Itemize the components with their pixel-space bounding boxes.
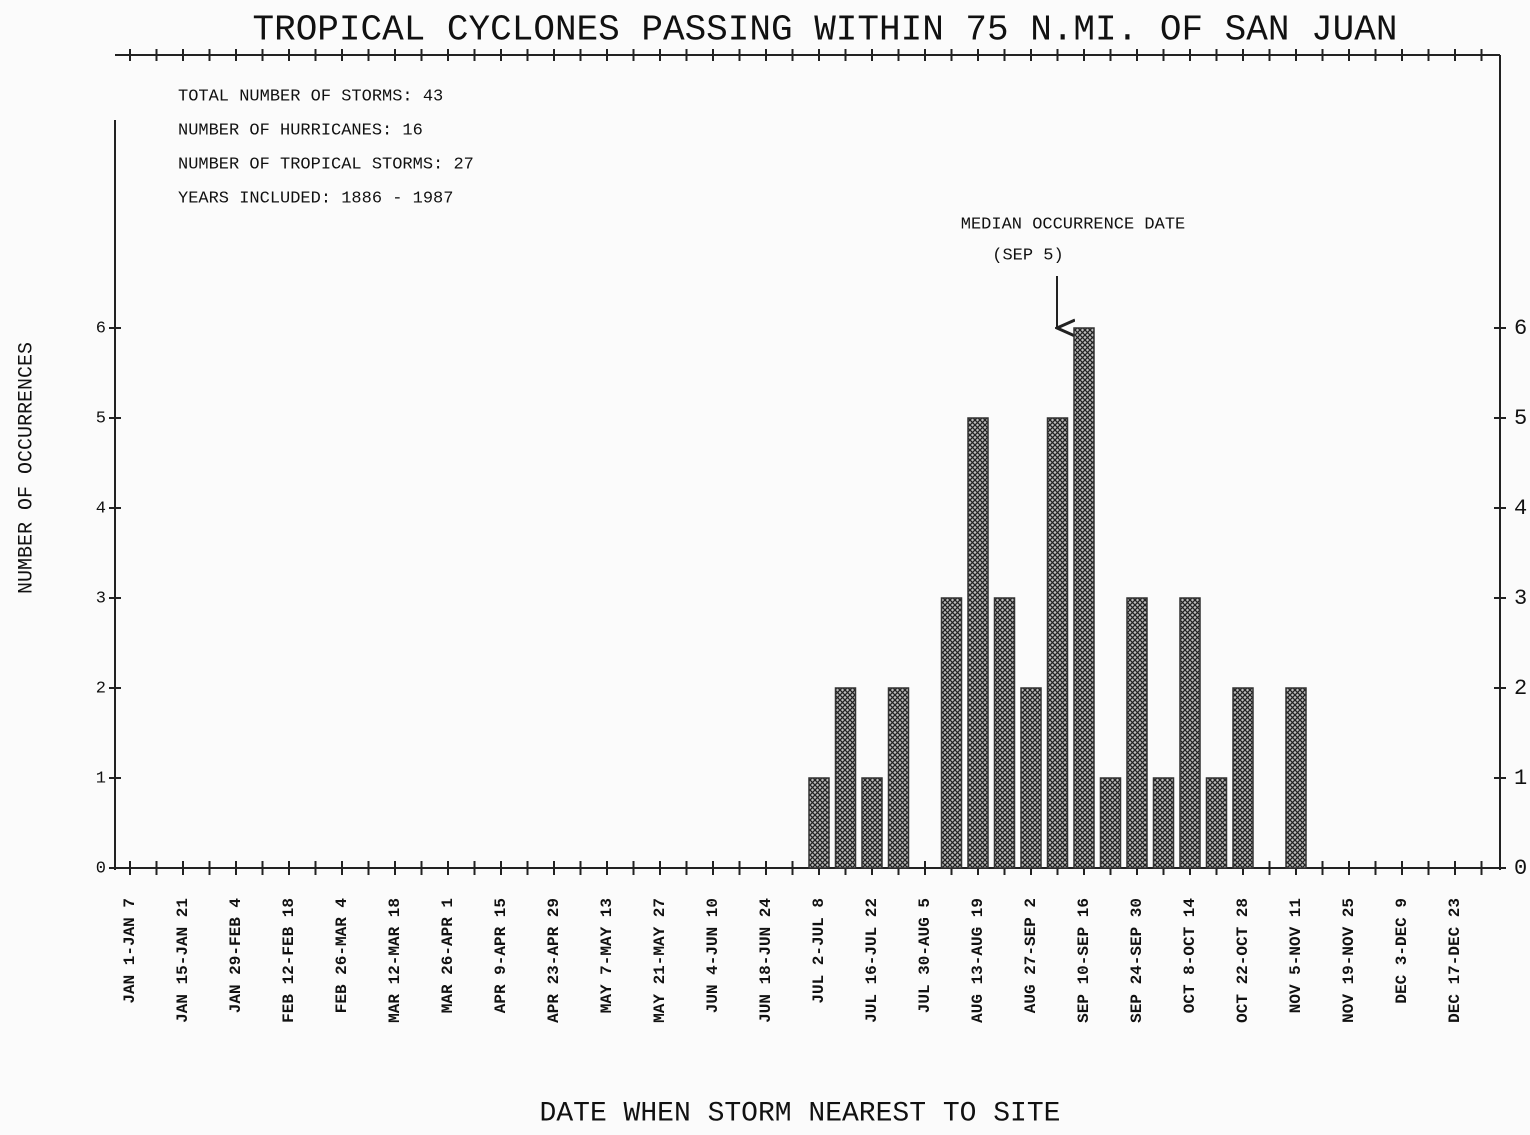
bar (1099, 777, 1122, 869)
x-tick-label: NOV 5-NOV 11 (1287, 898, 1305, 1013)
bar (1205, 777, 1228, 869)
x-tick-label: JUL 30-AUG 5 (916, 898, 934, 1013)
y2-tick-label: 6 (1514, 316, 1527, 341)
bar (887, 687, 910, 869)
x-tick-label: FEB 26-MAR 4 (333, 898, 351, 1014)
y2-tick-label: 4 (1514, 496, 1527, 521)
y2-tick-label: 2 (1514, 676, 1527, 701)
median-label: (SEP 5) (992, 246, 1063, 265)
x-tick-label: AUG 13-AUG 19 (969, 898, 987, 1023)
x-tick-label: MAR 26-APR 1 (439, 898, 457, 1013)
bar (1232, 687, 1254, 869)
x-tick-label: DEC 3-DEC 9 (1393, 898, 1411, 1004)
x-tick-label: OCT 22-OCT 28 (1234, 898, 1252, 1023)
x-tick-label: JUN 18-JUN 24 (757, 898, 775, 1023)
x-tick-label: FEB 12-FEB 18 (280, 898, 298, 1023)
bar (1285, 687, 1307, 869)
bar (861, 777, 883, 869)
y-tick-label: 0 (96, 859, 106, 878)
y2-tick-label: 3 (1514, 586, 1527, 611)
median-label: MEDIAN OCCURRENCE DATE (961, 215, 1185, 234)
x-tick-label: JUL 16-JUL 22 (863, 898, 881, 1023)
y2-tick-label: 1 (1514, 766, 1527, 791)
annotation: YEARS INCLUDED: 1886 - 1987 (178, 189, 453, 208)
annotation: NUMBER OF TROPICAL STORMS: 27 (178, 155, 474, 174)
x-tick-label: JAN 29-FEB 4 (227, 898, 245, 1014)
y2-tick-label: 0 (1514, 856, 1527, 881)
bar (993, 597, 1016, 869)
x-tick-label: MAY 21-MAY 27 (651, 898, 669, 1023)
y2-tick-label: 5 (1514, 406, 1527, 431)
x-tick-label: SEP 10-SEP 16 (1075, 898, 1093, 1023)
x-tick-label: JAN 1-JAN 7 (121, 898, 139, 1004)
y-axis-label: NUMBER OF OCCURRENCES (15, 342, 38, 594)
x-tick-label: JAN 15-JAN 21 (174, 898, 192, 1023)
x-tick-label: MAY 7-MAY 13 (598, 898, 616, 1013)
y-tick-label: 5 (96, 409, 106, 428)
x-tick-label: JUN 4-JUN 10 (704, 898, 722, 1013)
x-tick-label: APR 23-APR 29 (545, 898, 563, 1023)
bar (940, 597, 963, 869)
x-tick-label: SEP 24-SEP 30 (1128, 898, 1146, 1023)
x-tick-label: NOV 19-NOV 25 (1340, 898, 1358, 1023)
bar (1046, 417, 1069, 869)
bar (967, 417, 989, 869)
x-axis-label: DATE WHEN STORM NEAREST TO SITE (540, 1098, 1061, 1129)
x-tick-label: APR 9-APR 15 (492, 898, 510, 1013)
y-tick-label: 1 (96, 769, 106, 788)
y-tick-label: 2 (96, 679, 106, 698)
bar (808, 777, 830, 869)
y-tick-label: 3 (96, 589, 106, 608)
x-tick-label: DEC 17-DEC 23 (1446, 898, 1464, 1023)
bar (1179, 597, 1201, 869)
bar (1020, 687, 1042, 869)
annotation: TOTAL NUMBER OF STORMS: 43 (178, 87, 443, 106)
x-tick-label: JUL 2-JUL 8 (810, 898, 828, 1004)
x-tick-label: MAR 12-MAR 18 (386, 898, 404, 1023)
bar (834, 687, 857, 869)
y-tick-label: 4 (96, 499, 106, 518)
bar (1126, 597, 1148, 869)
y-tick-label: 6 (96, 319, 106, 338)
x-tick-label: AUG 27-SEP 2 (1022, 898, 1040, 1013)
chart-title: TROPICAL CYCLONES PASSING WITHIN 75 N.MI… (253, 10, 1398, 51)
bar (1073, 327, 1095, 869)
annotation: NUMBER OF HURRICANES: 16 (178, 121, 423, 140)
bar (1152, 777, 1175, 869)
x-tick-label: OCT 8-OCT 14 (1181, 898, 1199, 1014)
